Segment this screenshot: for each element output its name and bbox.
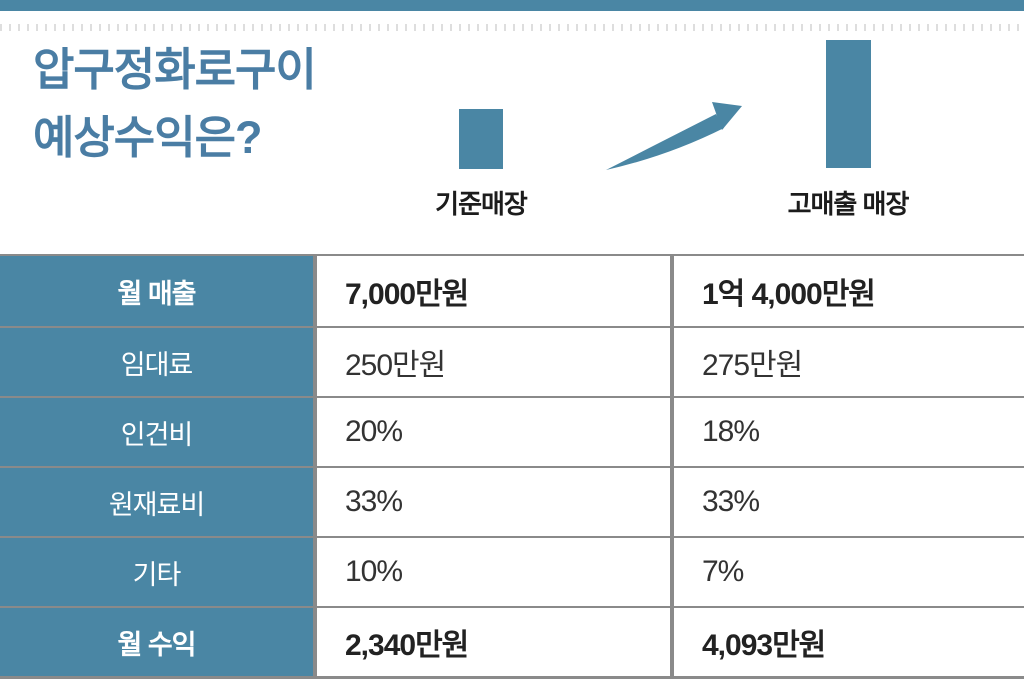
growth-arrow-icon (606, 102, 742, 170)
base-store-label: 기준매장 (435, 189, 528, 219)
table-row-label: 기타 (0, 536, 313, 606)
table-cell-high-store: 18% (670, 396, 1024, 466)
table-row-label: 월 매출 (0, 256, 313, 326)
table-row-label: 월 수익 (0, 606, 313, 676)
table-cell-base-store: 7,000만원 (313, 256, 670, 326)
table-row-label: 인건비 (0, 396, 313, 466)
table-cell-base-store: 33% (313, 466, 670, 536)
table-cell-high-store: 7% (670, 536, 1024, 606)
table-row-label: 원재료비 (0, 466, 313, 536)
table-cell-high-store: 4,093만원 (670, 606, 1024, 676)
dotted-separator (0, 24, 1024, 31)
profit-table: 월 매출 7,000만원 1억 4,000만원 임대료 250만원 275만원 … (0, 254, 1024, 679)
top-accent-band (0, 0, 1024, 11)
high-store-label: 고매출 매장 (787, 189, 910, 219)
table-cell-high-store: 33% (670, 466, 1024, 536)
base-store-bar (459, 109, 503, 169)
table-cell-high-store: 1억 4,000만원 (670, 256, 1024, 326)
table-cell-base-store: 10% (313, 536, 670, 606)
table-cell-base-store: 2,340만원 (313, 606, 670, 676)
table-cell-high-store: 275만원 (670, 326, 1024, 396)
page-title-line2: 예상수익은? (33, 112, 262, 163)
table-cell-base-store: 20% (313, 396, 670, 466)
table-row-label: 임대료 (0, 326, 313, 396)
table-cell-base-store: 250만원 (313, 326, 670, 396)
page-title-line1: 압구정화로구이 (33, 44, 317, 95)
high-sales-store-bar (826, 40, 871, 168)
